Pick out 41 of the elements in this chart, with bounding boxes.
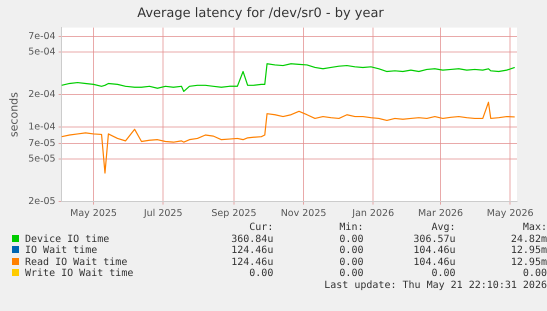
legend-label: Read IO Wait time <box>24 256 128 268</box>
text: 0.00 <box>430 268 456 280</box>
text: 24.82m <box>510 234 547 245</box>
x-tick-label: May 2025 <box>70 208 117 219</box>
text: 0.00 <box>338 245 364 256</box>
y-axis-title: seconds <box>7 92 20 138</box>
y-tick-label: 7e-04 <box>28 31 56 42</box>
text: Cur: <box>248 222 274 234</box>
legend-label: Write IO Wait time <box>24 268 134 280</box>
x-tick-label: Jul 2025 <box>142 208 183 219</box>
legend-label: Device IO time <box>24 234 110 245</box>
legend-label: IO Wait time <box>24 245 98 256</box>
x-tick-label: Nov 2025 <box>280 208 326 219</box>
text: 104.46u <box>412 245 456 256</box>
text: 0.00 <box>338 256 364 268</box>
y-tick-label: 2e-04 <box>28 89 56 100</box>
text: 0.00 <box>338 234 364 245</box>
chart-title: Average latency for /dev/sr0 - by year <box>137 6 384 22</box>
text: 124.46u <box>230 245 274 256</box>
text: 12.95m <box>510 245 547 256</box>
y-tick-label: 7e-05 <box>28 138 56 149</box>
x-tick-label: Mar 2026 <box>418 208 464 219</box>
y-tick-label: 5e-05 <box>28 154 56 165</box>
y-tick-label: 5e-04 <box>28 46 56 58</box>
x-tick-label: Jan 2026 <box>351 208 394 219</box>
text: Last update: Thu May 21 22:10:31 2026 <box>323 280 547 291</box>
x-tick-label: Sep 2025 <box>211 208 256 219</box>
text: 0.00 <box>248 268 274 280</box>
text: Min: <box>338 222 364 234</box>
text: Max: <box>522 222 547 234</box>
y-tick-label: 1e-04 <box>28 121 56 132</box>
text: 0.00 <box>522 268 547 280</box>
text: 306.57u <box>412 234 456 245</box>
text: 0.00 <box>338 268 364 280</box>
y-tick-label: 2e-05 <box>28 196 56 208</box>
text: 124.46u <box>230 256 274 268</box>
x-tick-label: May 2026 <box>486 208 534 219</box>
text: 12.95m <box>510 256 547 268</box>
text: 360.84u <box>230 234 274 245</box>
text: Avg: <box>430 222 456 234</box>
text: 104.46u <box>412 256 456 268</box>
